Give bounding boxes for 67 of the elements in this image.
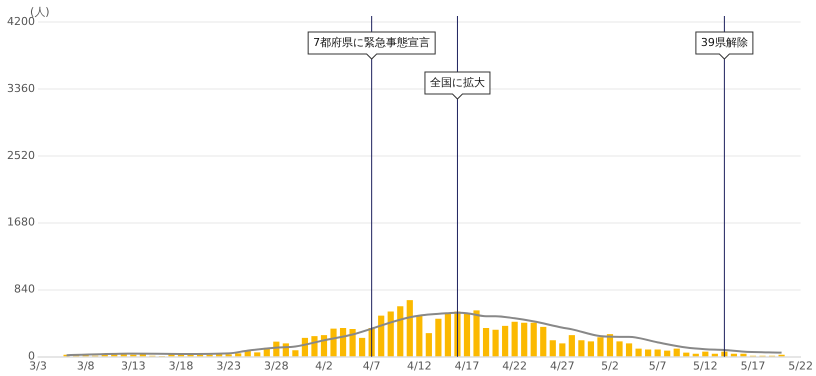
bar bbox=[654, 350, 661, 356]
bar bbox=[502, 326, 508, 356]
bar bbox=[482, 328, 490, 356]
bar bbox=[597, 337, 604, 356]
x-tick-label: 3/18 bbox=[168, 359, 194, 372]
bar bbox=[406, 300, 413, 356]
bar bbox=[578, 340, 584, 356]
bar bbox=[235, 353, 242, 356]
bar bbox=[645, 350, 652, 356]
bar bbox=[740, 354, 747, 356]
x-tick-label: 4/17 bbox=[454, 359, 480, 372]
x-tick-label: 3/13 bbox=[120, 359, 146, 372]
bar bbox=[330, 328, 337, 356]
bar bbox=[664, 350, 670, 356]
bar bbox=[444, 314, 452, 356]
y-tick-label: 840 bbox=[14, 282, 35, 296]
bar bbox=[254, 352, 260, 356]
bar bbox=[349, 328, 356, 356]
bar bbox=[464, 313, 470, 356]
line-series bbox=[66, 312, 783, 356]
bar bbox=[568, 335, 575, 356]
bar bbox=[588, 341, 594, 356]
x-tick-label: 5/2 bbox=[601, 359, 619, 372]
x-tick-label: 3/28 bbox=[264, 359, 289, 372]
y-tick-label: 2520 bbox=[6, 148, 35, 162]
bar bbox=[416, 316, 422, 356]
ref-line-label: 7都府県に緊急事態宣言 bbox=[313, 36, 430, 49]
bar bbox=[388, 311, 394, 356]
x-tick-label: 4/2 bbox=[315, 359, 333, 372]
ref-line-label: 39県解除 bbox=[700, 36, 748, 49]
bar bbox=[702, 352, 708, 356]
x-tick-label: 4/27 bbox=[550, 359, 575, 372]
ref-line-label: 全国に拡大 bbox=[430, 76, 485, 89]
bar bbox=[692, 354, 699, 356]
bar bbox=[550, 340, 556, 356]
bar bbox=[635, 348, 642, 356]
bar bbox=[492, 330, 499, 356]
bar bbox=[683, 352, 690, 356]
bar bbox=[473, 310, 480, 356]
y-tick-label: 3360 bbox=[6, 82, 35, 95]
x-tick-label: 4/22 bbox=[502, 359, 528, 372]
x-tick-label: 5/17 bbox=[740, 359, 766, 372]
bar bbox=[540, 326, 546, 356]
bar bbox=[730, 354, 738, 356]
bar bbox=[292, 350, 298, 356]
bar bbox=[674, 348, 680, 356]
bar bbox=[616, 341, 623, 356]
bar bbox=[378, 316, 384, 356]
bar bbox=[521, 322, 528, 356]
x-tick-label: 3/23 bbox=[216, 359, 242, 372]
bar bbox=[397, 306, 404, 356]
bar bbox=[626, 343, 632, 356]
x-tick-label: 3/8 bbox=[76, 359, 95, 372]
bar bbox=[712, 354, 718, 356]
x-tick-label: 5/22 bbox=[788, 359, 813, 372]
bar bbox=[359, 338, 366, 356]
x-tick-label: 4/12 bbox=[406, 359, 432, 372]
bar bbox=[426, 333, 432, 356]
y-tick-label: 1680 bbox=[6, 216, 35, 229]
bar bbox=[559, 343, 566, 356]
x-tick-label: 5/7 bbox=[648, 359, 667, 372]
bar bbox=[340, 328, 346, 356]
bar bbox=[512, 322, 518, 356]
x-tick-label: 5/12 bbox=[692, 359, 718, 372]
bar bbox=[530, 322, 537, 356]
bar bbox=[435, 318, 442, 356]
x-tick-label: 4/7 bbox=[362, 359, 381, 372]
